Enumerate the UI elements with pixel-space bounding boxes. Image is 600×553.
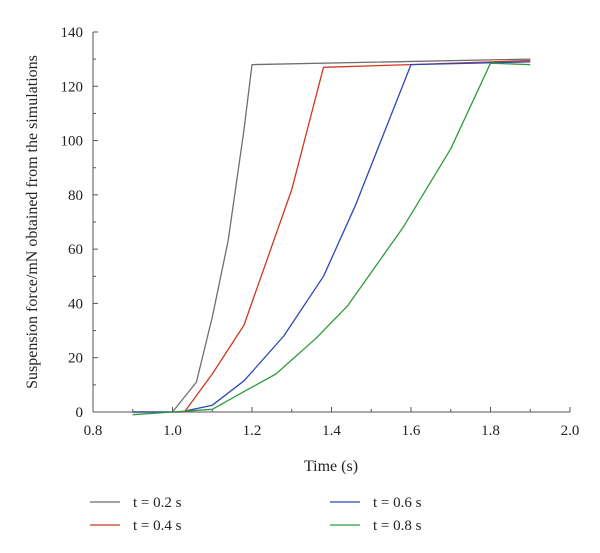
x-tick-label: 1.0 [163,423,182,439]
y-tick-label: 20 [68,351,83,367]
y-tick-label: 0 [76,405,84,421]
x-tick-label: 0.8 [84,423,103,439]
y-tick-label: 80 [68,188,83,204]
legend-label: t = 0.8 s [373,518,422,534]
x-tick-label: 1.8 [481,423,500,439]
legend-label: t = 0.6 s [373,495,422,511]
x-tick-label: 1.2 [243,423,262,439]
y-tick-label: 120 [61,79,84,95]
y-tick-label: 100 [61,134,84,150]
series-line-4 [132,62,531,416]
series-line-3 [132,61,531,413]
y-ticks: 0 20 40 60 80 100 120 140 [61,25,98,421]
axes [92,32,570,413]
legend-label: t = 0.2 s [133,495,182,511]
legend: t = 0.2 s t = 0.4 s t = 0.6 s t = 0.8 s [90,495,422,534]
x-ticks: 0.8 1.0 1.2 1.4 1.6 1.8 2.0 [84,407,580,439]
legend-label: t = 0.4 s [133,518,182,534]
y-tick-label: 140 [61,25,84,41]
x-tick-label: 1.6 [402,423,421,439]
x-tick-label: 1.4 [322,423,341,439]
x-axis-title: Time (s) [304,458,358,475]
series-lines [132,58,531,416]
series-line-1 [132,58,531,413]
y-tick-label: 60 [68,242,83,258]
y-axis-title: Suspension force/mN obtained from the si… [24,55,41,389]
y-tick-label: 40 [68,296,83,312]
x-tick-label: 2.0 [561,423,580,439]
series-line-2 [132,59,531,413]
